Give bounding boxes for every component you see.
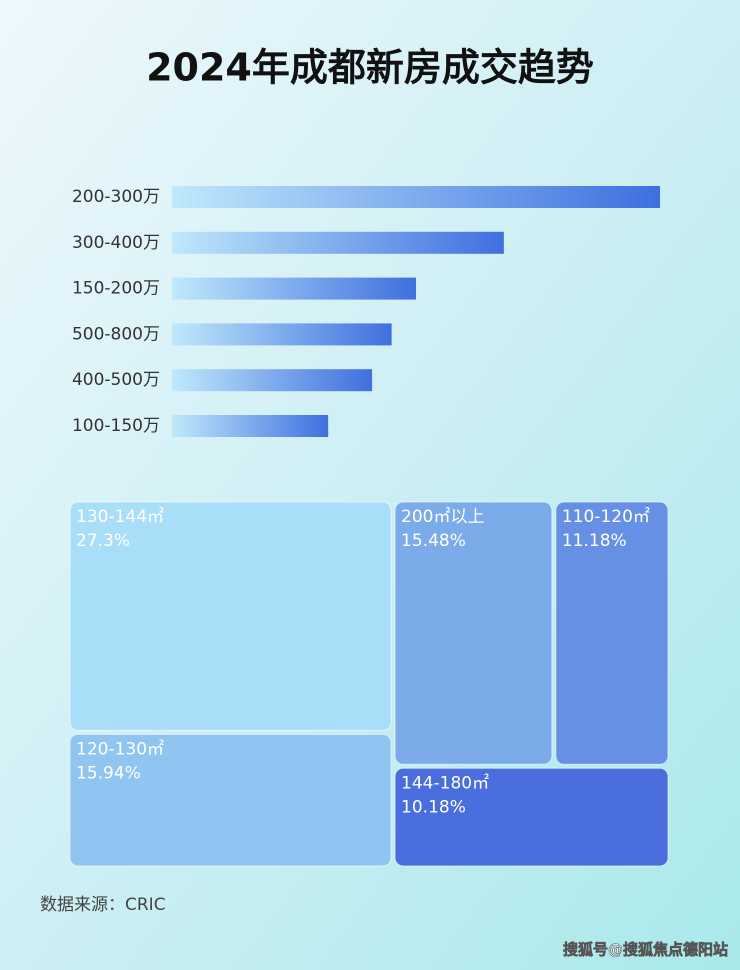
- watermark: 搜狐号@搜狐焦点德阳站: [563, 941, 728, 959]
- bar: [172, 186, 660, 208]
- cell-value: 10.18%: [401, 797, 466, 817]
- treemap-cell: [69, 733, 392, 867]
- category-label: 150-200万: [72, 279, 160, 299]
- cell-value: 27.3%: [76, 531, 130, 551]
- category-label: 400-500万: [72, 370, 160, 390]
- cell-label: 110-120㎡: [562, 507, 650, 527]
- cell-label: 120-130㎡: [76, 739, 164, 759]
- bar: [172, 323, 392, 346]
- category-label: 300-400万: [72, 233, 160, 253]
- cell-value: 11.18%: [562, 531, 627, 551]
- treemap-cell: [555, 501, 669, 765]
- treemap-cell: [394, 767, 669, 867]
- category-label: 500-800万: [72, 324, 160, 344]
- category-label: 200-300万: [72, 187, 160, 207]
- treemap-cell: [394, 501, 553, 765]
- source: 数据来源：CRIC: [40, 895, 166, 915]
- cell-value: 15.94%: [76, 763, 141, 783]
- category-label: 100-150万: [72, 416, 160, 436]
- cell-label: 144-180㎡: [401, 773, 489, 793]
- bar: [172, 277, 416, 300]
- treemap-cell: [69, 501, 392, 731]
- cell-label: 130-144㎡: [76, 507, 164, 527]
- bar: [172, 369, 373, 392]
- bar: [172, 415, 329, 437]
- bar: [172, 231, 504, 254]
- cell-label: 200㎡以上: [401, 507, 484, 527]
- title: 2024年成都新房成交趋势: [146, 46, 594, 90]
- cell-value: 15.48%: [401, 531, 466, 551]
